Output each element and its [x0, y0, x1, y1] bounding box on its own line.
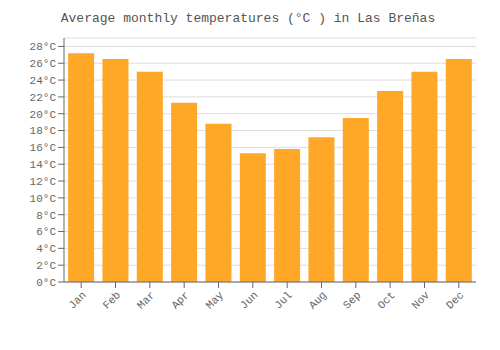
svg-text:12°C: 12°C [30, 176, 57, 188]
html-text:Average monthly temperatures (: Average monthly temperatures (°C ) in La… [60, 11, 436, 26]
svg-text:Mar: Mar [135, 289, 157, 311]
svg-text:May: May [204, 289, 227, 312]
svg-text:Feb: Feb [101, 289, 123, 311]
svg-text:Jun: Jun [238, 289, 260, 311]
svg-text:Jan: Jan [66, 289, 88, 311]
svg-text:28°C: 28°C [30, 41, 57, 53]
svg-text:Nov: Nov [410, 289, 433, 312]
svg-text:8°C: 8°C [36, 210, 56, 222]
svg-text:26°C: 26°C [30, 58, 57, 70]
svg-text:0°C: 0°C [36, 277, 56, 289]
svg-text:24°C: 24°C [30, 75, 57, 87]
svg-text:Aug: Aug [307, 289, 329, 311]
svg-text:Apr: Apr [169, 289, 191, 311]
svg-text:20°C: 20°C [30, 109, 57, 121]
svg-text:Dec: Dec [444, 289, 466, 311]
svg-text:Sep: Sep [341, 289, 363, 311]
svg-text:4°C: 4°C [36, 243, 56, 255]
svg-text:6°C: 6°C [36, 226, 56, 238]
svg-text:Oct: Oct [375, 289, 397, 311]
svg-text:2°C: 2°C [36, 260, 56, 272]
svg-text:Jul: Jul [272, 289, 294, 311]
svg-text:22°C: 22°C [30, 92, 57, 104]
svg-text:18°C: 18°C [30, 125, 57, 137]
svg-text:14°C: 14°C [30, 159, 57, 171]
svg-text:16°C: 16°C [30, 142, 57, 154]
svg-text:10°C: 10°C [30, 193, 57, 205]
